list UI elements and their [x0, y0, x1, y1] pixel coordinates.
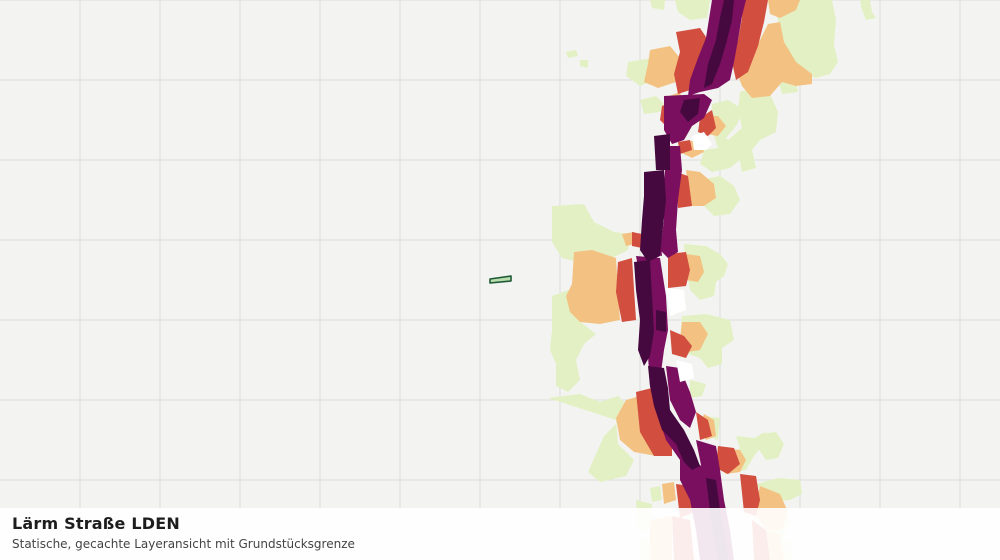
noise-zone-class-5	[634, 0, 734, 560]
parcel-boundary-icon[interactable]	[489, 275, 512, 284]
noise-zone-class-4	[636, 0, 746, 560]
layer-title: Lärm Straße LDEN	[12, 514, 180, 533]
layer-info-panel: Lärm Straße LDEN Statische, gecachte Lay…	[0, 508, 1000, 560]
map-gaps	[666, 132, 712, 382]
noise-zone-class-3	[616, 0, 770, 560]
layer-subtitle: Statische, gecachte Layeransicht mit Gru…	[12, 537, 355, 551]
